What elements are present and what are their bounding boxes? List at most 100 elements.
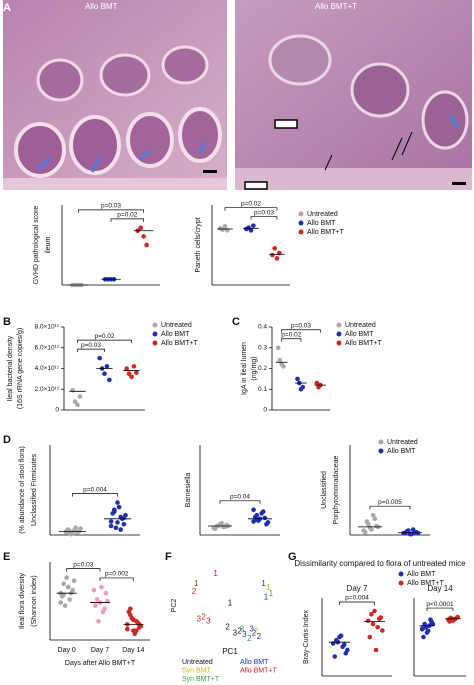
data-point: [108, 523, 114, 529]
panel-label: D: [3, 434, 11, 446]
point-label: 2: [252, 628, 257, 637]
significance-bracket: [426, 607, 454, 612]
point-label: 2: [247, 634, 252, 643]
data-point: [115, 520, 120, 525]
legend-label: Allo BMT+T: [307, 229, 344, 236]
data-point: [121, 521, 127, 527]
p-value: p=0.02: [241, 200, 261, 207]
histology-left: Allo BMT: [3, 0, 227, 190]
data-point: [71, 578, 77, 584]
point-label: 3: [240, 624, 245, 633]
legend-label: Allo BMT+T: [407, 580, 444, 587]
legend-label: Allo BMT: [407, 571, 436, 578]
legend-label: Allo BMT: [345, 331, 374, 338]
point-label: 3: [233, 628, 238, 637]
data-point: [265, 520, 271, 525]
p-value: p=0.002: [105, 571, 129, 578]
significance-bracket: [110, 218, 145, 222]
data-point: [402, 530, 408, 536]
y-axis-label: GVHD pathological score: [33, 206, 40, 285]
data-point: [91, 587, 97, 593]
data-point: [105, 598, 110, 604]
data-point: [61, 592, 66, 598]
data-point: [104, 364, 110, 369]
data-point: [61, 581, 66, 587]
data-point: [370, 621, 376, 627]
data-point: [372, 516, 378, 522]
data-point: [144, 242, 149, 248]
y-axis-label: IgA in ileal lumen: [241, 342, 248, 395]
data-point: [455, 614, 460, 620]
histology-right: Allo BMT+T: [235, 0, 472, 190]
point-label: 1: [213, 569, 218, 578]
data-point: [365, 618, 371, 624]
data-point: [220, 227, 225, 232]
y-tick-label: 0: [55, 407, 59, 414]
legend-marker: [398, 571, 404, 577]
y-axis-label: Ileal flora diversity: [19, 572, 26, 629]
data-point: [64, 575, 69, 580]
point-label: 2: [201, 612, 206, 621]
y-tick-label: 0.4: [258, 324, 267, 331]
y-axis-label: Ileal bacterial density: [7, 335, 14, 401]
legend-marker: [336, 322, 342, 328]
data-point: [107, 377, 112, 383]
data-point: [451, 617, 457, 622]
data-point: [222, 224, 228, 229]
legend-label: Allo BMT+T: [240, 667, 277, 674]
significance-bracket: [77, 339, 132, 344]
data-point: [131, 364, 137, 369]
legend-label: Untreated: [182, 659, 213, 666]
y-axis-label: Unclassified Firmicutes: [31, 454, 38, 526]
legend-label: Untreated: [345, 322, 376, 329]
p-value: p<0.0001: [426, 601, 454, 608]
data-point: [138, 225, 144, 231]
data-point: [118, 527, 123, 532]
data-point: [295, 376, 300, 382]
y-axis-label: (ng/mg): [251, 356, 258, 380]
panel-title: Dissimilarity compared to flora of untre…: [294, 559, 466, 568]
data-point: [362, 530, 368, 535]
data-point: [125, 626, 130, 632]
image-caption: Allo BMT+T: [315, 2, 357, 11]
data-point: [70, 387, 75, 393]
significance-bracket: [99, 577, 134, 581]
data-point: [341, 642, 347, 648]
data-point: [367, 634, 373, 640]
y-axis-label: ileum: [45, 236, 52, 253]
y-tick-label: 2.0×10¹¹: [35, 386, 60, 393]
point-label: 2: [225, 622, 230, 631]
data-point: [94, 597, 100, 602]
y-axis-label: (Shannon index): [31, 575, 38, 626]
point-label: 3: [249, 624, 254, 633]
data-point: [77, 394, 83, 399]
y-axis-label: Barnesiella: [185, 473, 192, 508]
data-point: [251, 223, 256, 228]
legend-marker: [378, 448, 384, 454]
point-label: 1: [264, 593, 269, 602]
data-point: [72, 399, 78, 405]
point-label: 2: [237, 626, 242, 635]
point-label: 1: [261, 579, 266, 588]
panel-label: F: [165, 551, 172, 563]
point-label: 2: [192, 587, 197, 596]
legend-label: Allo BMT+T: [161, 340, 198, 347]
p-value: p=0.02: [117, 212, 137, 219]
legend-label: Allo BMT: [387, 448, 416, 455]
point-label: 2: [257, 632, 262, 641]
significance-bracket: [250, 216, 278, 220]
data-point: [78, 526, 83, 531]
point-label: 1: [266, 583, 271, 592]
data-point: [58, 600, 63, 605]
data-point: [369, 611, 374, 617]
y-tick-label: 0: [263, 407, 267, 414]
data-point: [274, 256, 280, 261]
panel-label: A: [3, 2, 11, 14]
data-point: [272, 246, 277, 251]
y-axis-label: (% abundance of stool flora): [19, 446, 26, 534]
legend-label: Allo BMT: [240, 659, 269, 666]
data-point: [372, 608, 377, 614]
panel-label: C: [232, 316, 240, 328]
data-point: [420, 626, 425, 632]
data-point: [103, 590, 109, 596]
